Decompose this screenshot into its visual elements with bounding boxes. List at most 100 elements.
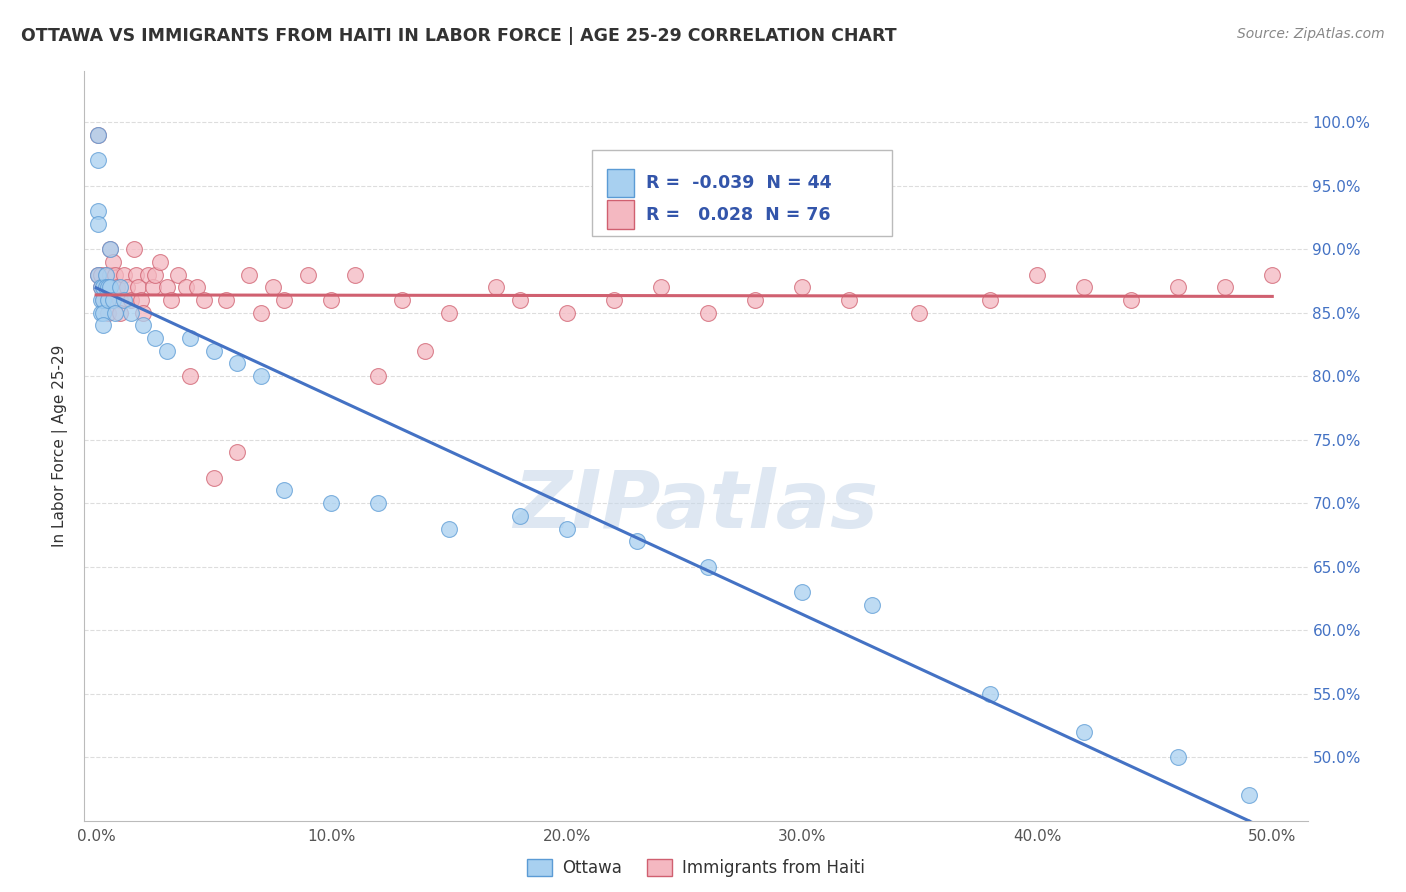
Point	[860, 598, 883, 612]
Point	[101, 293, 124, 307]
Point	[129, 293, 152, 307]
Point	[297, 268, 319, 282]
Point	[142, 280, 165, 294]
Point	[87, 217, 110, 231]
Point	[120, 306, 142, 320]
Text: Source: ZipAtlas.com: Source: ZipAtlas.com	[1237, 27, 1385, 41]
Point	[193, 293, 215, 307]
Point	[104, 268, 127, 282]
Point	[179, 369, 201, 384]
Point	[112, 293, 135, 307]
Point	[1261, 268, 1284, 282]
Point	[262, 280, 284, 294]
Point	[437, 522, 460, 536]
Point	[132, 306, 155, 320]
Text: R =   0.028  N = 76: R = 0.028 N = 76	[645, 206, 831, 224]
Point	[127, 280, 149, 294]
Text: ZIPatlas: ZIPatlas	[513, 467, 879, 545]
Point	[90, 268, 112, 282]
Point	[1026, 268, 1049, 282]
Legend: Ottawa, Immigrants from Haiti: Ottawa, Immigrants from Haiti	[520, 852, 872, 883]
Bar	[606, 169, 634, 197]
Point	[485, 280, 508, 294]
Point	[132, 318, 155, 333]
Point	[321, 293, 343, 307]
Point	[90, 280, 112, 294]
Point	[1073, 724, 1095, 739]
Point	[367, 369, 389, 384]
Point	[273, 483, 295, 498]
Point	[94, 280, 117, 294]
Point	[226, 356, 249, 370]
Point	[226, 445, 249, 459]
Text: R =  -0.039  N = 44: R = -0.039 N = 44	[645, 174, 831, 192]
Point	[202, 343, 225, 358]
Point	[838, 293, 860, 307]
Point	[91, 318, 114, 333]
Point	[97, 280, 120, 294]
Point	[273, 293, 295, 307]
Point	[97, 293, 120, 307]
Point	[125, 268, 148, 282]
Point	[120, 293, 142, 307]
Point	[174, 280, 197, 294]
Point	[97, 306, 120, 320]
Point	[179, 331, 201, 345]
Point	[626, 534, 648, 549]
Point	[149, 255, 172, 269]
Point	[112, 268, 135, 282]
Point	[105, 280, 128, 294]
Point	[979, 293, 1001, 307]
Point	[91, 306, 114, 320]
Point	[108, 280, 131, 294]
Point	[104, 306, 127, 320]
Point	[1237, 789, 1260, 803]
Point	[91, 293, 114, 307]
Point	[87, 204, 110, 219]
Y-axis label: In Labor Force | Age 25-29: In Labor Force | Age 25-29	[52, 345, 69, 547]
Point	[790, 585, 813, 599]
Point	[156, 280, 179, 294]
Point	[555, 306, 578, 320]
Point	[91, 280, 114, 294]
Point	[1402, 306, 1406, 320]
Point	[167, 268, 190, 282]
Point	[509, 293, 531, 307]
Point	[143, 331, 166, 345]
Point	[87, 128, 110, 142]
Point	[602, 293, 624, 307]
Point	[391, 293, 413, 307]
Point	[98, 268, 121, 282]
Point	[98, 242, 121, 256]
Point	[790, 280, 813, 294]
Point	[1355, 293, 1378, 307]
Point	[650, 280, 672, 294]
Text: OTTAWA VS IMMIGRANTS FROM HAITI IN LABOR FORCE | AGE 25-29 CORRELATION CHART: OTTAWA VS IMMIGRANTS FROM HAITI IN LABOR…	[21, 27, 897, 45]
Point	[90, 306, 112, 320]
Point	[108, 293, 131, 307]
Point	[437, 306, 460, 320]
Point	[1213, 280, 1236, 294]
Point	[87, 128, 110, 142]
Point	[97, 293, 120, 307]
Point	[1167, 280, 1189, 294]
Point	[122, 242, 145, 256]
Bar	[606, 201, 634, 229]
Point	[156, 343, 179, 358]
Point	[94, 268, 117, 282]
Point	[87, 268, 110, 282]
Point	[91, 293, 114, 307]
Point	[186, 280, 208, 294]
Point	[343, 268, 366, 282]
Point	[238, 268, 260, 282]
Point	[143, 268, 166, 282]
Point	[367, 496, 389, 510]
Point	[94, 280, 117, 294]
Point	[136, 268, 159, 282]
Point	[908, 306, 931, 320]
Point	[249, 369, 271, 384]
Point	[98, 280, 121, 294]
Point	[98, 242, 121, 256]
Point	[214, 293, 236, 307]
Point	[509, 508, 531, 523]
